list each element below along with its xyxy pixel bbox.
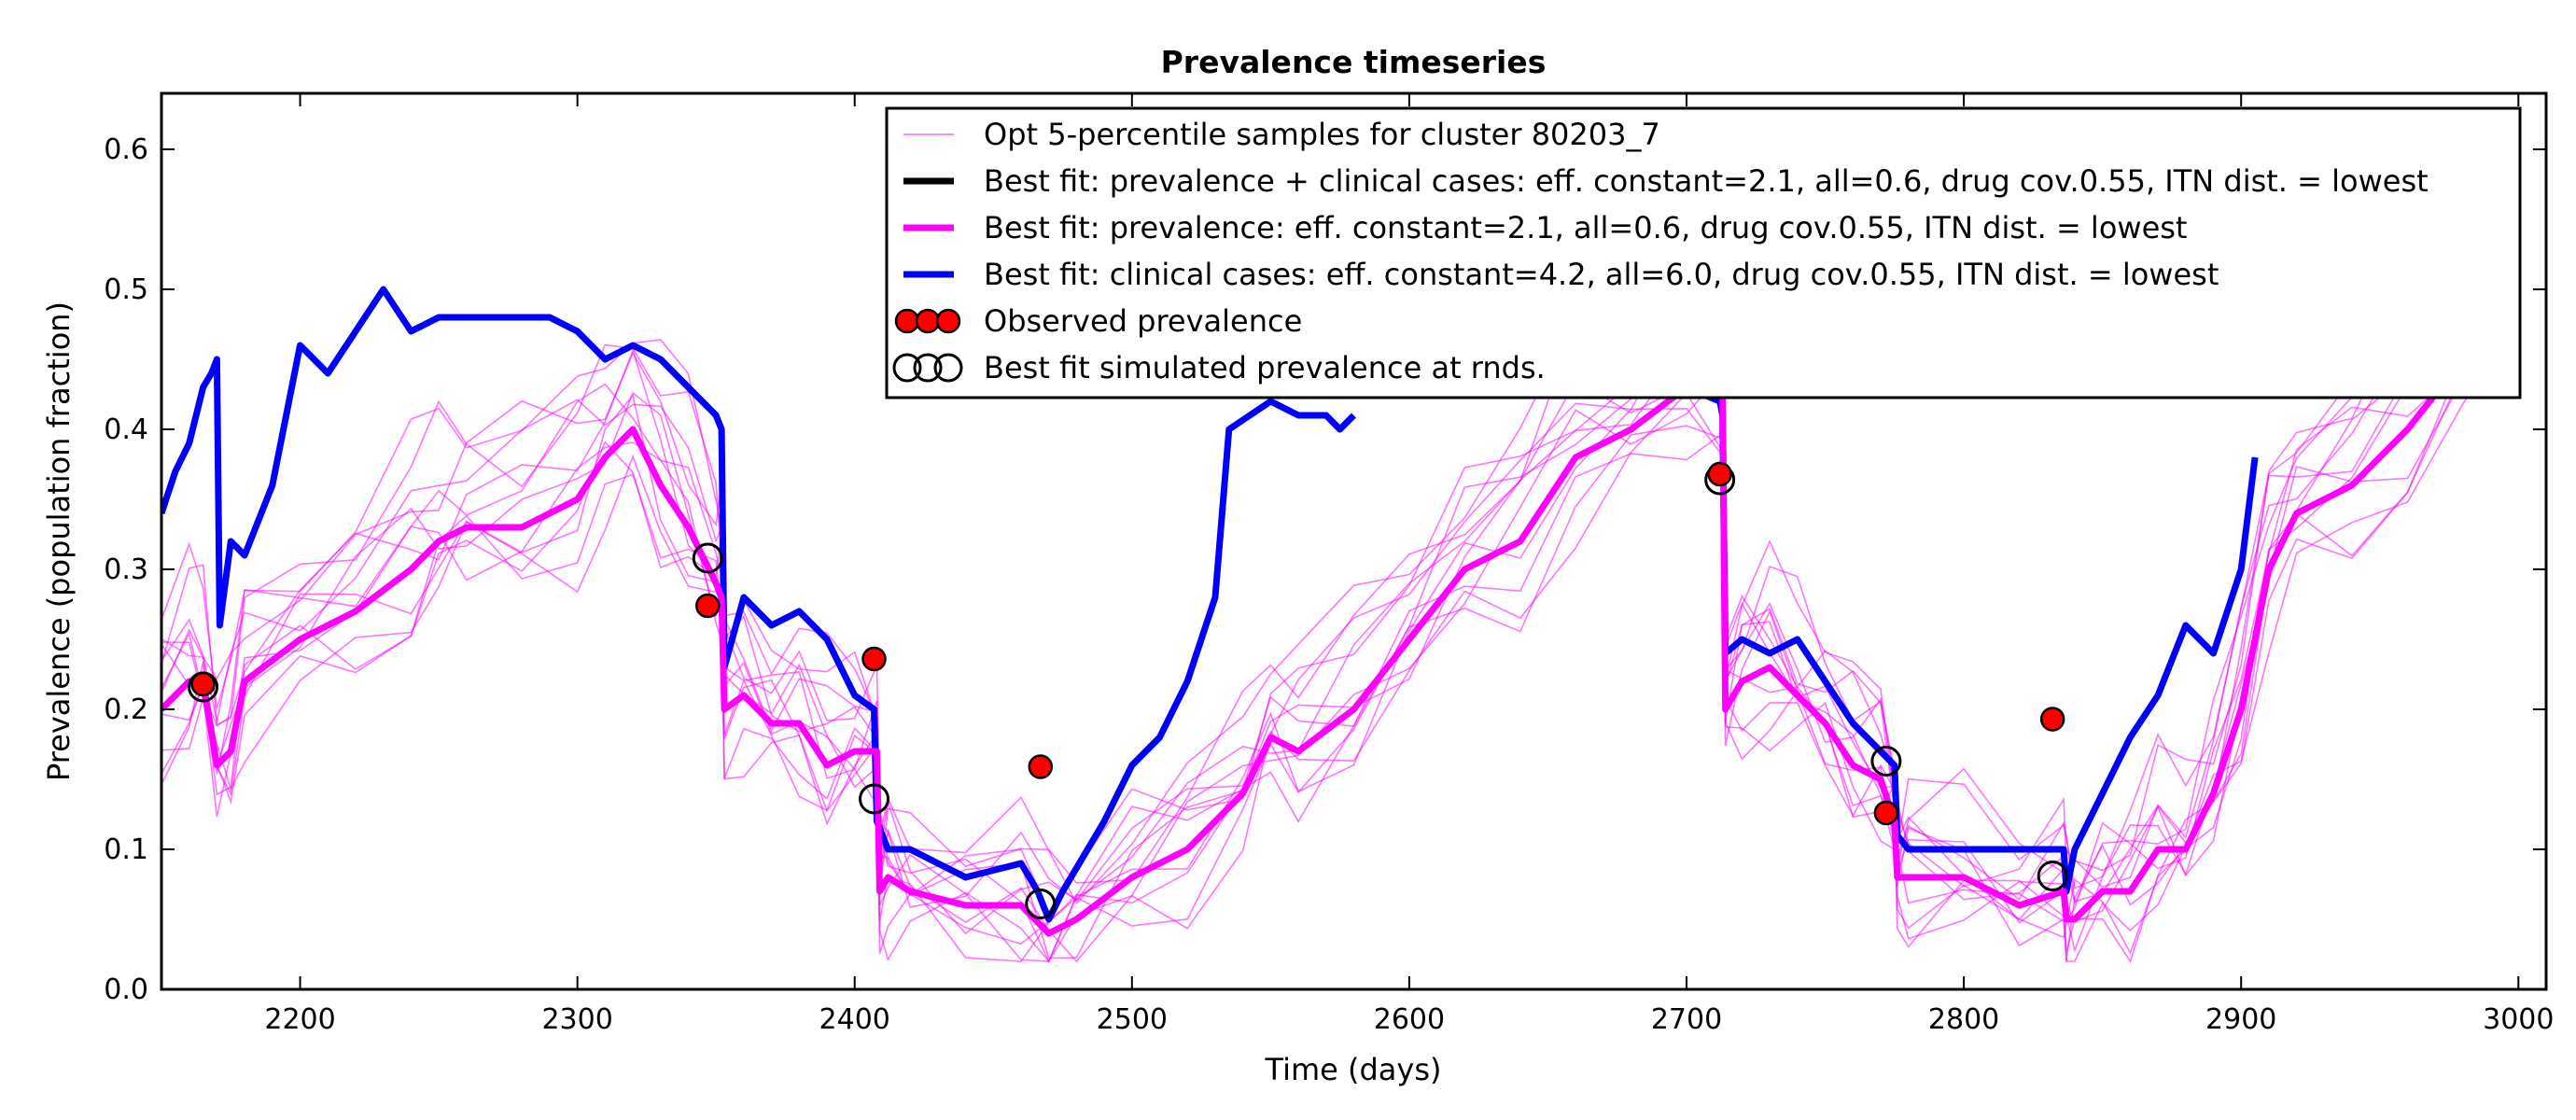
- y-tick-label: 0.3: [104, 553, 148, 586]
- x-tick-label: 2200: [264, 1003, 335, 1036]
- simulated-prevalence-point: [692, 542, 723, 574]
- y-tick-label: 0.4: [104, 413, 148, 446]
- y-tick-label: 0.5: [104, 273, 148, 306]
- marker-points: [188, 461, 2068, 919]
- best-fit-line: [1685, 384, 2259, 895]
- observed-prevalence-point: [1707, 461, 1732, 487]
- y-axis-label: Prevalence (population fraction): [41, 301, 77, 781]
- legend-label: Best fit simulated prevalence at rnds.: [984, 350, 1546, 385]
- simulated-prevalence-point: [1025, 889, 1057, 919]
- legend-swatch: [892, 353, 922, 383]
- legend-swatch: [915, 308, 941, 334]
- observed-prevalence-point: [1028, 754, 1054, 779]
- x-axis-ticks: 2200 2300 2400 2500 2600 2700 2800 2900 3000: [264, 93, 2554, 1036]
- legend: Opt 5-percentile samples for cluster 802…: [885, 106, 2522, 399]
- legend-swatch: [933, 353, 963, 383]
- sample-line: [161, 249, 2519, 908]
- legend-label: Best fit: prevalence: eff. constant=2.1,…: [984, 210, 2187, 245]
- plot-frame: [160, 91, 2548, 991]
- x-tick-label: 2700: [1651, 1003, 1722, 1036]
- sample-line: [161, 203, 2520, 915]
- x-tick-label: 2300: [541, 1003, 612, 1036]
- sample-line: [161, 324, 2519, 959]
- simulated-prevalence-point: [859, 783, 890, 815]
- simulated-prevalence-point: [1870, 746, 1902, 777]
- legend-label: Observed prevalence: [984, 303, 1302, 339]
- observed-prevalence-point: [190, 671, 216, 697]
- legend-label: Best fit: prevalence + clinical cases: e…: [984, 163, 2429, 199]
- observed-prevalence-point: [1873, 800, 1899, 826]
- x-tick-label: 2500: [1097, 1003, 1168, 1036]
- best-fit-lines: [161, 286, 2521, 937]
- best-fit-line: [161, 315, 2521, 937]
- y-axis-ticks: 0.0 0.1 0.2 0.3 0.4 0.5 0.6: [104, 133, 2546, 1006]
- legend-label: Opt 5-percentile samples for cluster 802…: [984, 117, 1660, 152]
- sample-line: [161, 314, 2519, 962]
- x-tick-label: 3000: [2483, 1003, 2554, 1036]
- y-tick-label: 0.2: [104, 693, 148, 726]
- legend-swatch: [913, 353, 943, 383]
- sample-lines: [161, 203, 2520, 963]
- chart-title: Prevalence timeseries: [1161, 44, 1547, 80]
- legend-box: [885, 106, 2522, 399]
- x-tick-label: 2600: [1374, 1003, 1445, 1036]
- x-tick-label: 2900: [2205, 1003, 2276, 1036]
- legend-swatch: [894, 308, 920, 334]
- sample-line: [161, 321, 2519, 963]
- legend-label: Best fit: clinical cases: eff. constant=…: [984, 257, 2219, 292]
- x-tick-label: 2400: [819, 1003, 890, 1036]
- observed-prevalence-point: [2039, 707, 2065, 732]
- x-axis-label: Time (days): [1265, 1052, 1442, 1087]
- legend-swatch: [935, 308, 961, 334]
- sample-line: [161, 214, 2519, 905]
- y-tick-label: 0.1: [104, 833, 148, 866]
- observed-prevalence-point: [695, 593, 721, 619]
- observed-prevalence-point: [861, 646, 887, 672]
- simulated-prevalence-point: [2037, 861, 2068, 891]
- x-tick-label: 2800: [1928, 1003, 1999, 1036]
- y-tick-label: 0.0: [104, 973, 148, 1006]
- y-tick-label: 0.6: [104, 133, 148, 166]
